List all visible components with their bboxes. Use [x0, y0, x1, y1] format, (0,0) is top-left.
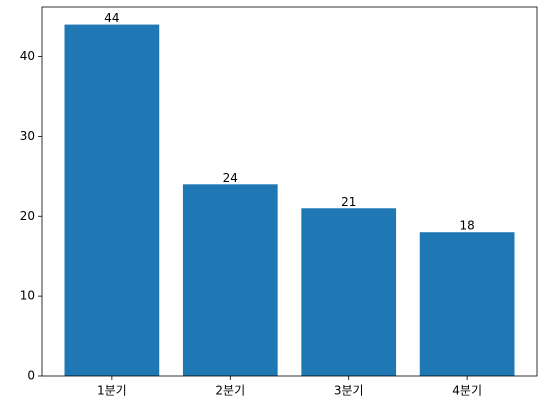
data-label: 44 — [104, 11, 119, 25]
bar — [301, 208, 397, 376]
bar — [419, 232, 515, 376]
plot-frame — [41, 6, 538, 377]
bar — [64, 24, 160, 376]
y-tick-label: 0 — [27, 369, 35, 383]
y-tick-label: 10 — [20, 289, 35, 303]
data-label: 21 — [341, 195, 356, 209]
y-tick-label: 30 — [20, 129, 35, 143]
y-tick-label: 20 — [20, 209, 35, 223]
y-tick-label: 40 — [20, 49, 35, 63]
x-tick-label: 3분기 — [334, 384, 364, 398]
data-label: 18 — [459, 219, 474, 233]
x-tick-label: 2분기 — [215, 384, 245, 398]
x-tick-label: 4분기 — [452, 384, 482, 398]
data-label: 24 — [223, 171, 238, 185]
x-tick-label: 1분기 — [97, 384, 127, 398]
bar — [182, 184, 278, 376]
